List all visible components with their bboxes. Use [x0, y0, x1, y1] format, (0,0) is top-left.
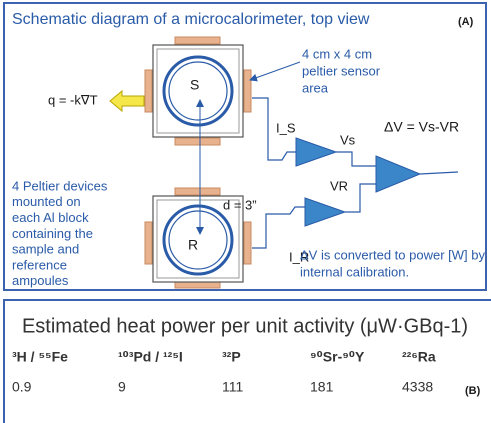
- table-cell: 9: [118, 379, 126, 395]
- pointer: [249, 61, 301, 82]
- amplifier-r: [304, 197, 347, 227]
- panel-b-title: Estimated heat power per unit activity (…: [22, 315, 468, 337]
- current-r: I_R: [289, 249, 309, 264]
- devices-note-line: mounted on: [12, 194, 81, 209]
- wire: [252, 206, 305, 249]
- voltage-r: VR: [330, 178, 348, 193]
- panel-b-tag: (B): [465, 385, 481, 397]
- table-cell: 0.9: [12, 379, 32, 395]
- wire: [345, 183, 376, 213]
- current-s: I_S: [276, 120, 296, 135]
- reference-label: R: [188, 237, 198, 253]
- table-header: ²²⁶Ra: [402, 349, 436, 365]
- table-header: ¹⁰³Pd / ¹²⁵I: [118, 349, 183, 365]
- delta-v: ΔV = Vs-VR: [384, 119, 459, 135]
- heat-flow-label: q = -k∇T: [48, 92, 98, 107]
- amplifier-s: [295, 137, 338, 167]
- panel-a-title: Schematic diagram of a microcalorimeter,…: [12, 11, 370, 28]
- table-cell: 4338: [402, 379, 433, 395]
- wire: [419, 171, 459, 175]
- wire: [252, 97, 296, 161]
- table-cell: 181: [310, 379, 334, 395]
- panel-a-tag: (A): [458, 16, 474, 28]
- table-header: ⁹⁰Sr-⁹⁰Y: [310, 349, 365, 365]
- distance-label: d = 3”: [223, 197, 257, 212]
- devices-note-line: each Al block: [12, 210, 89, 225]
- devices-note-line: ampoules: [12, 273, 69, 288]
- devices-note-line: reference: [12, 257, 67, 272]
- table-header: ³H / ⁵⁵Fe: [12, 349, 68, 365]
- devices-note-line: containing the: [12, 226, 93, 241]
- panel-b-frame: [3, 299, 491, 423]
- sensor-note-line: peltier sensor: [302, 63, 381, 78]
- wire: [336, 151, 376, 167]
- amplifier-diff: [375, 155, 422, 193]
- conversion-note-line: internal calibration.: [300, 264, 409, 279]
- devices-note-line: sample and: [12, 242, 79, 257]
- conversion-note-line: ΔV is converted to power [W] by: [300, 247, 485, 262]
- devices-note-line: 4 Peltier devices: [12, 178, 108, 193]
- sample-label: S: [190, 77, 199, 93]
- table-header: ³²P: [222, 349, 241, 365]
- voltage-s: Vs: [340, 132, 356, 147]
- sensor-note-line: 4 cm x 4 cm: [302, 46, 372, 61]
- table-cell: 111: [222, 379, 243, 395]
- sensor-note-line: area: [302, 80, 329, 95]
- heat-arrow: [109, 89, 145, 113]
